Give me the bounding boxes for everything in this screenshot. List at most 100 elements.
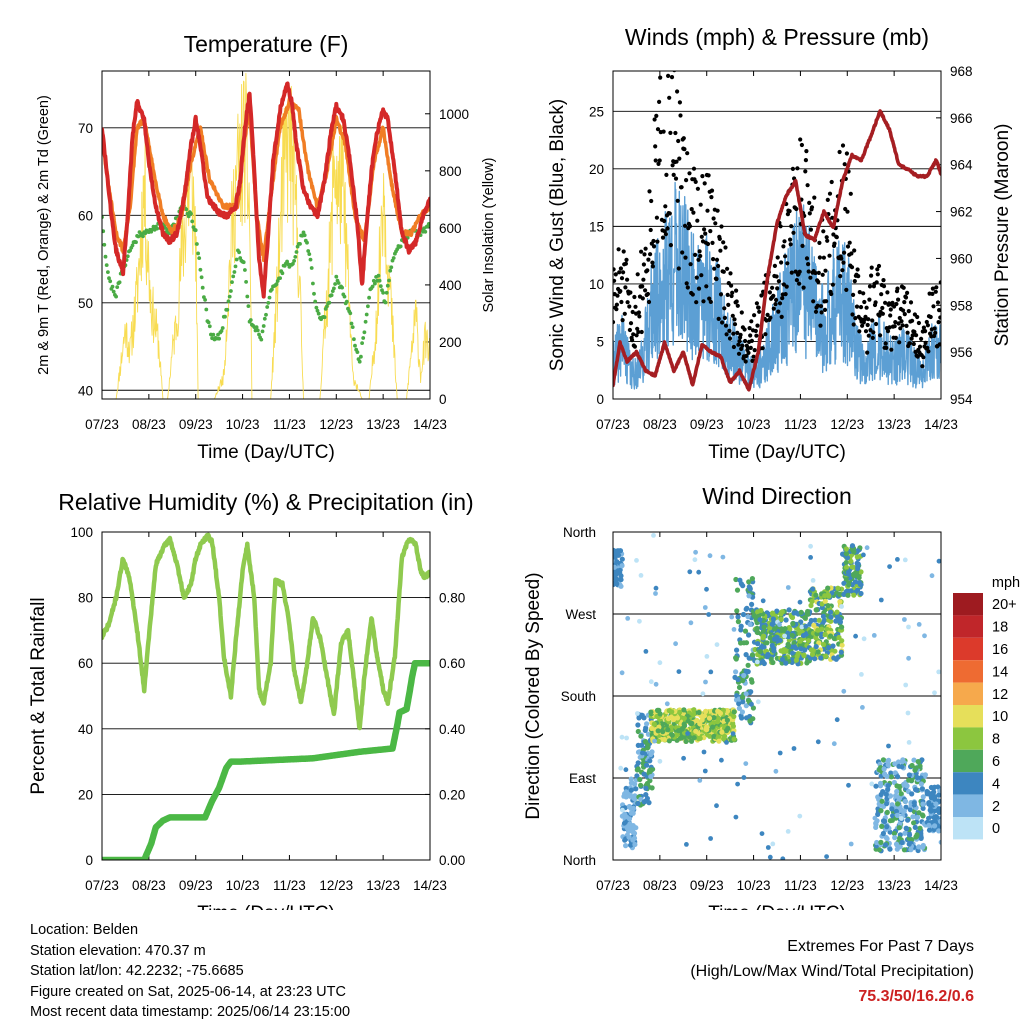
series-direction-point — [640, 750, 645, 756]
series-gust-point — [825, 197, 830, 202]
series-direction-point — [743, 668, 749, 674]
series-direction-point — [669, 709, 675, 715]
series-direction-point — [741, 672, 747, 679]
series-dewpoint-point — [189, 211, 193, 216]
series-direction-point — [660, 729, 666, 735]
series-direction-point — [638, 573, 644, 578]
series-direction-point — [704, 586, 709, 592]
series-gust-point — [880, 305, 885, 311]
series-gust-point — [668, 130, 673, 135]
series-gust-point — [663, 204, 668, 209]
series-direction-point — [684, 842, 689, 847]
series-direction-point — [914, 774, 920, 781]
series-gust-point — [630, 338, 635, 343]
panel0-ytick-label: 40 — [78, 383, 93, 398]
series-dewpoint-point — [234, 257, 239, 262]
series-direction-point — [773, 768, 779, 774]
series-direction-point — [912, 824, 918, 831]
series-gust-point — [864, 305, 869, 310]
series-direction-point — [822, 631, 828, 638]
series-gust-point — [905, 290, 910, 295]
series-gust-point — [791, 230, 796, 235]
series-gust-point — [893, 320, 898, 325]
series-direction-point — [757, 617, 763, 623]
series-direction-point — [848, 841, 854, 847]
series-direction-point — [648, 774, 654, 780]
series-gust-point — [892, 324, 897, 329]
series-direction-point — [777, 637, 783, 643]
series-direction-point — [648, 709, 654, 715]
panel2-xlabel: Time (Day/UTC) — [197, 903, 335, 910]
panel0-y2tick-label: 800 — [439, 164, 462, 179]
series-gust-point — [659, 60, 663, 64]
series-gust-point — [893, 335, 898, 340]
series-gust-point — [782, 239, 787, 244]
series-direction-point — [648, 767, 655, 773]
series-direction-point — [677, 709, 683, 715]
series-direction-point — [742, 628, 749, 634]
series-gust-point — [705, 208, 710, 213]
series-direction-point — [864, 545, 870, 551]
series-gust-point — [712, 266, 717, 271]
series-direction-point — [676, 669, 682, 674]
series-dewpoint-point — [270, 287, 274, 292]
series-direction-point — [632, 841, 638, 848]
series-direction-point — [635, 742, 641, 749]
series-gust-point — [721, 240, 726, 245]
series-dewpoint-point — [102, 229, 106, 234]
series-gust-point — [785, 261, 790, 266]
series-direction-point — [642, 739, 649, 745]
series-gust-point — [839, 256, 844, 261]
series-gust-point — [780, 296, 785, 301]
legend-label: 16 — [992, 642, 1008, 658]
series-dewpoint-point — [278, 276, 282, 280]
series-gust-point — [776, 279, 782, 284]
series-direction-point — [804, 611, 810, 617]
timestamp-text: Most recent data timestamp: 2025/06/14 2… — [30, 1004, 351, 1020]
series-gust-point — [640, 284, 645, 289]
panel1-y2tick-label: 968 — [950, 64, 973, 79]
series-direction-point — [833, 618, 839, 624]
series-gust-point — [861, 291, 866, 296]
series-gust-point — [820, 272, 825, 277]
series-gust-point — [866, 333, 871, 338]
series-gust-point — [754, 333, 759, 338]
series-direction-point — [748, 689, 754, 695]
series-direction-point — [873, 824, 879, 831]
legend-label: 14 — [992, 664, 1008, 680]
series-gust-point — [838, 274, 843, 279]
series-gust-point — [877, 313, 882, 318]
series-gust-point — [653, 144, 658, 149]
series-gust-point — [718, 292, 724, 297]
series-gust-point — [794, 278, 800, 283]
series-gust-point — [645, 268, 650, 273]
series-direction-point — [831, 741, 837, 747]
series-gust-point — [657, 158, 662, 163]
panel3-ytick-label: North — [563, 853, 596, 868]
series-dewpoint-point — [259, 337, 264, 342]
series-direction-point — [887, 846, 893, 852]
series-gust-point — [848, 191, 853, 196]
series-gust-point — [727, 336, 733, 341]
series-direction-point — [731, 736, 737, 742]
series-direction-point — [759, 644, 765, 650]
series-direction-point — [937, 818, 941, 824]
series-direction-point — [910, 814, 916, 820]
series-gust-point — [914, 333, 919, 338]
series-gust-point — [938, 280, 941, 285]
extremes-panel: Extremes For Past 7 Days (High/Low/Max W… — [690, 934, 974, 1009]
series-gust-point — [773, 302, 778, 307]
series-gust-point — [738, 332, 743, 337]
panel1-ylabel: Sonic Wind & Gust (Blue, Black) — [547, 99, 568, 371]
series-gust-point — [645, 291, 651, 297]
series-gust-point — [869, 273, 874, 278]
series-gust-point — [935, 300, 941, 305]
series-direction-point — [929, 573, 935, 579]
series-gust-point — [915, 314, 920, 320]
series-dewpoint-point — [361, 336, 366, 340]
series-direction-point — [641, 799, 647, 805]
series-gust-point — [676, 138, 681, 144]
series-gust-point — [708, 299, 713, 304]
series-direction-point — [902, 557, 908, 563]
series-gust-point — [793, 269, 798, 274]
